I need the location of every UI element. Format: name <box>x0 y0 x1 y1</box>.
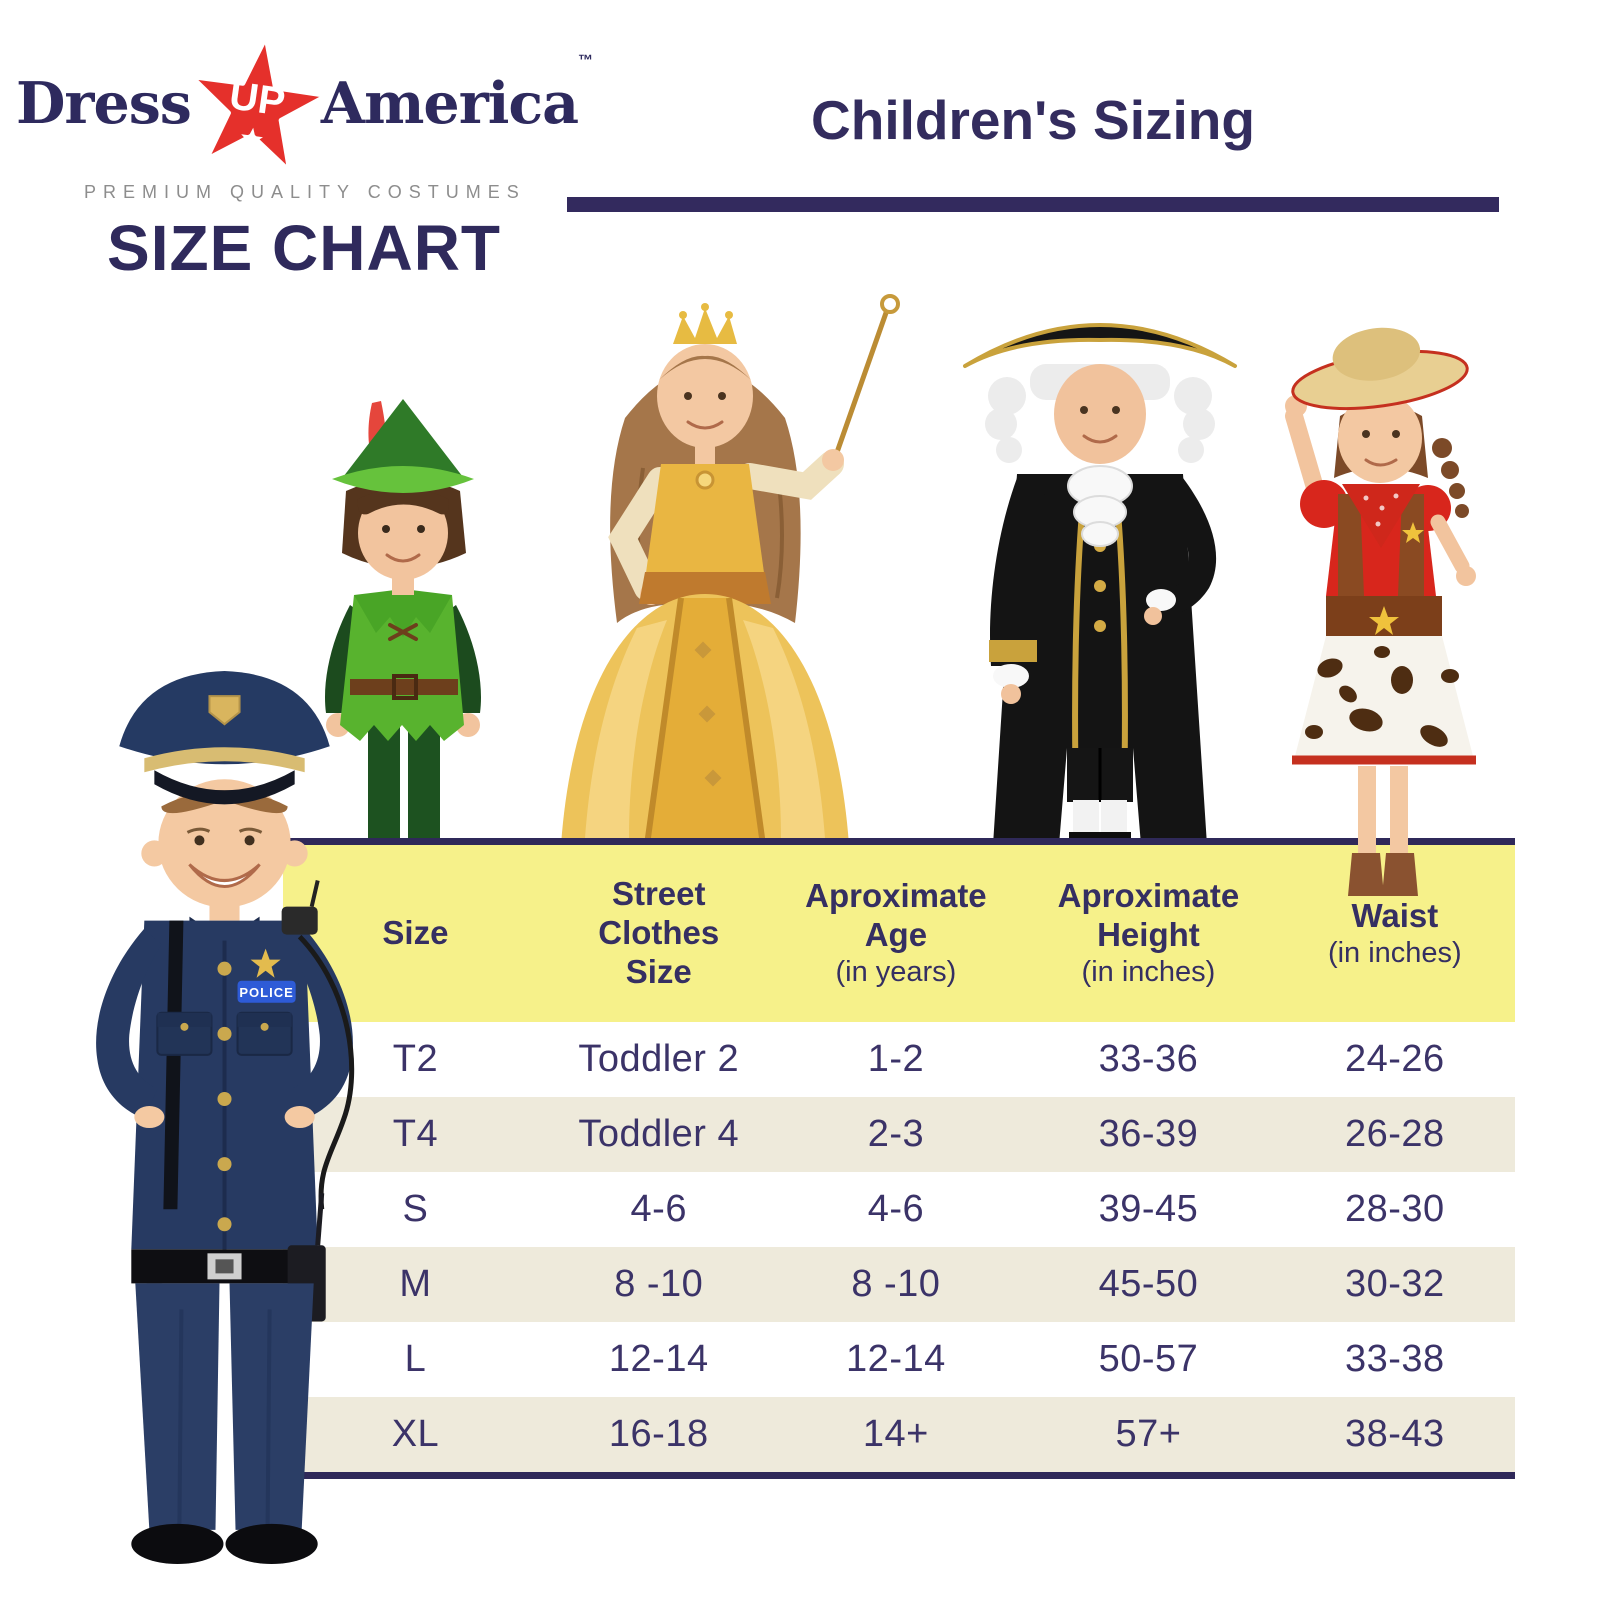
table-row-m: M 8 -10 8 -10 45-50 30-32 <box>283 1247 1515 1322</box>
table-cell: 16-18 <box>608 1413 709 1455</box>
table-cell: 45-50 <box>1098 1263 1199 1305</box>
table-cell: 50-57 <box>1098 1338 1199 1380</box>
table-cell: T2 <box>392 1038 439 1080</box>
logo-row: Dress UP America™ <box>16 28 593 178</box>
table-cell: 12-14 <box>608 1338 709 1380</box>
costume-peter-pan-illustration <box>290 395 515 845</box>
table-cell: 8 -10 <box>614 1263 704 1305</box>
column-header-waist: Waist (in inches) <box>1327 896 1462 969</box>
page-title: Children's Sizing <box>811 89 1255 151</box>
brand-tagline: PREMIUM QUALITY COSTUMES <box>84 182 526 202</box>
table-cell: 12-14 <box>846 1338 946 1380</box>
size-table-body: T2 Toddler 2 1-2 33-36 24-26 T4 Toddler … <box>283 1022 1515 1472</box>
trademark-symbol: ™ <box>578 51 593 69</box>
table-cell: 36-39 <box>1098 1113 1199 1155</box>
size-chart-heading: SIZE CHART <box>107 212 501 284</box>
costume-cowgirl-illustration <box>1230 308 1530 900</box>
table-row-xl: XL 16-18 14+ 57+ 38-43 <box>283 1397 1515 1472</box>
table-cell: 30-32 <box>1344 1263 1445 1305</box>
table-cell: 14+ <box>862 1413 929 1455</box>
costume-colonial-illustration <box>945 278 1255 845</box>
table-cell: Toddler 4 <box>578 1113 740 1155</box>
table-cell: 33-36 <box>1098 1038 1199 1080</box>
size-table: Size Street Clothes Size Aproximate Age … <box>283 838 1515 1479</box>
table-cell: 2-3 <box>867 1113 925 1155</box>
table-cell: M <box>399 1263 432 1305</box>
logo-star-up-label: UP <box>227 73 288 124</box>
table-cell: L <box>404 1338 427 1380</box>
table-cell: Toddler 2 <box>578 1038 740 1080</box>
table-cell: XL <box>391 1413 440 1455</box>
column-header-street-clothes-size: Street Clothes Size <box>598 875 720 990</box>
table-cell: S <box>402 1188 429 1230</box>
costume-princess-illustration <box>525 288 910 845</box>
column-header-approximate-height: Aproximate Height (in inches) <box>1057 877 1240 989</box>
table-cell: 8 -10 <box>851 1263 941 1305</box>
table-cell: 24-26 <box>1344 1038 1445 1080</box>
table-cell: 39-45 <box>1098 1188 1199 1230</box>
table-cell: 4-6 <box>867 1188 925 1230</box>
table-cell: 38-43 <box>1344 1413 1445 1455</box>
table-row-s: S 4-6 4-6 39-45 28-30 <box>283 1172 1515 1247</box>
table-cell: 26-28 <box>1344 1113 1445 1155</box>
table-row-t4: T4 Toddler 4 2-3 36-39 26-28 <box>283 1097 1515 1172</box>
logo-word-america: America™ <box>320 51 593 137</box>
size-table-header: Size Street Clothes Size Aproximate Age … <box>283 845 1515 1022</box>
table-cell: 33-38 <box>1344 1338 1445 1380</box>
table-row-l: L 12-14 12-14 50-57 33-38 <box>283 1322 1515 1397</box>
table-cell: 4-6 <box>630 1188 687 1230</box>
police-patch-label: POLICE <box>239 985 293 1000</box>
table-cell: 1-2 <box>867 1038 925 1080</box>
column-header-approximate-age: Aproximate Age (in years) <box>805 877 987 989</box>
table-cell: 57+ <box>1115 1413 1182 1455</box>
table-cell: T4 <box>392 1113 439 1155</box>
title-underline <box>567 197 1499 212</box>
table-cell: 28-30 <box>1344 1188 1445 1230</box>
logo-word-dress: Dress <box>15 69 192 137</box>
costume-police-illustration: POLICE <box>48 648 396 1565</box>
logo-star-icon: UP <box>181 28 331 178</box>
table-row-t2: T2 Toddler 2 1-2 33-36 24-26 <box>283 1022 1515 1097</box>
column-header-size: Size <box>382 914 449 952</box>
brand-logo: Dress UP America™ PREMIUM QUALITY COSTUM… <box>16 28 593 285</box>
